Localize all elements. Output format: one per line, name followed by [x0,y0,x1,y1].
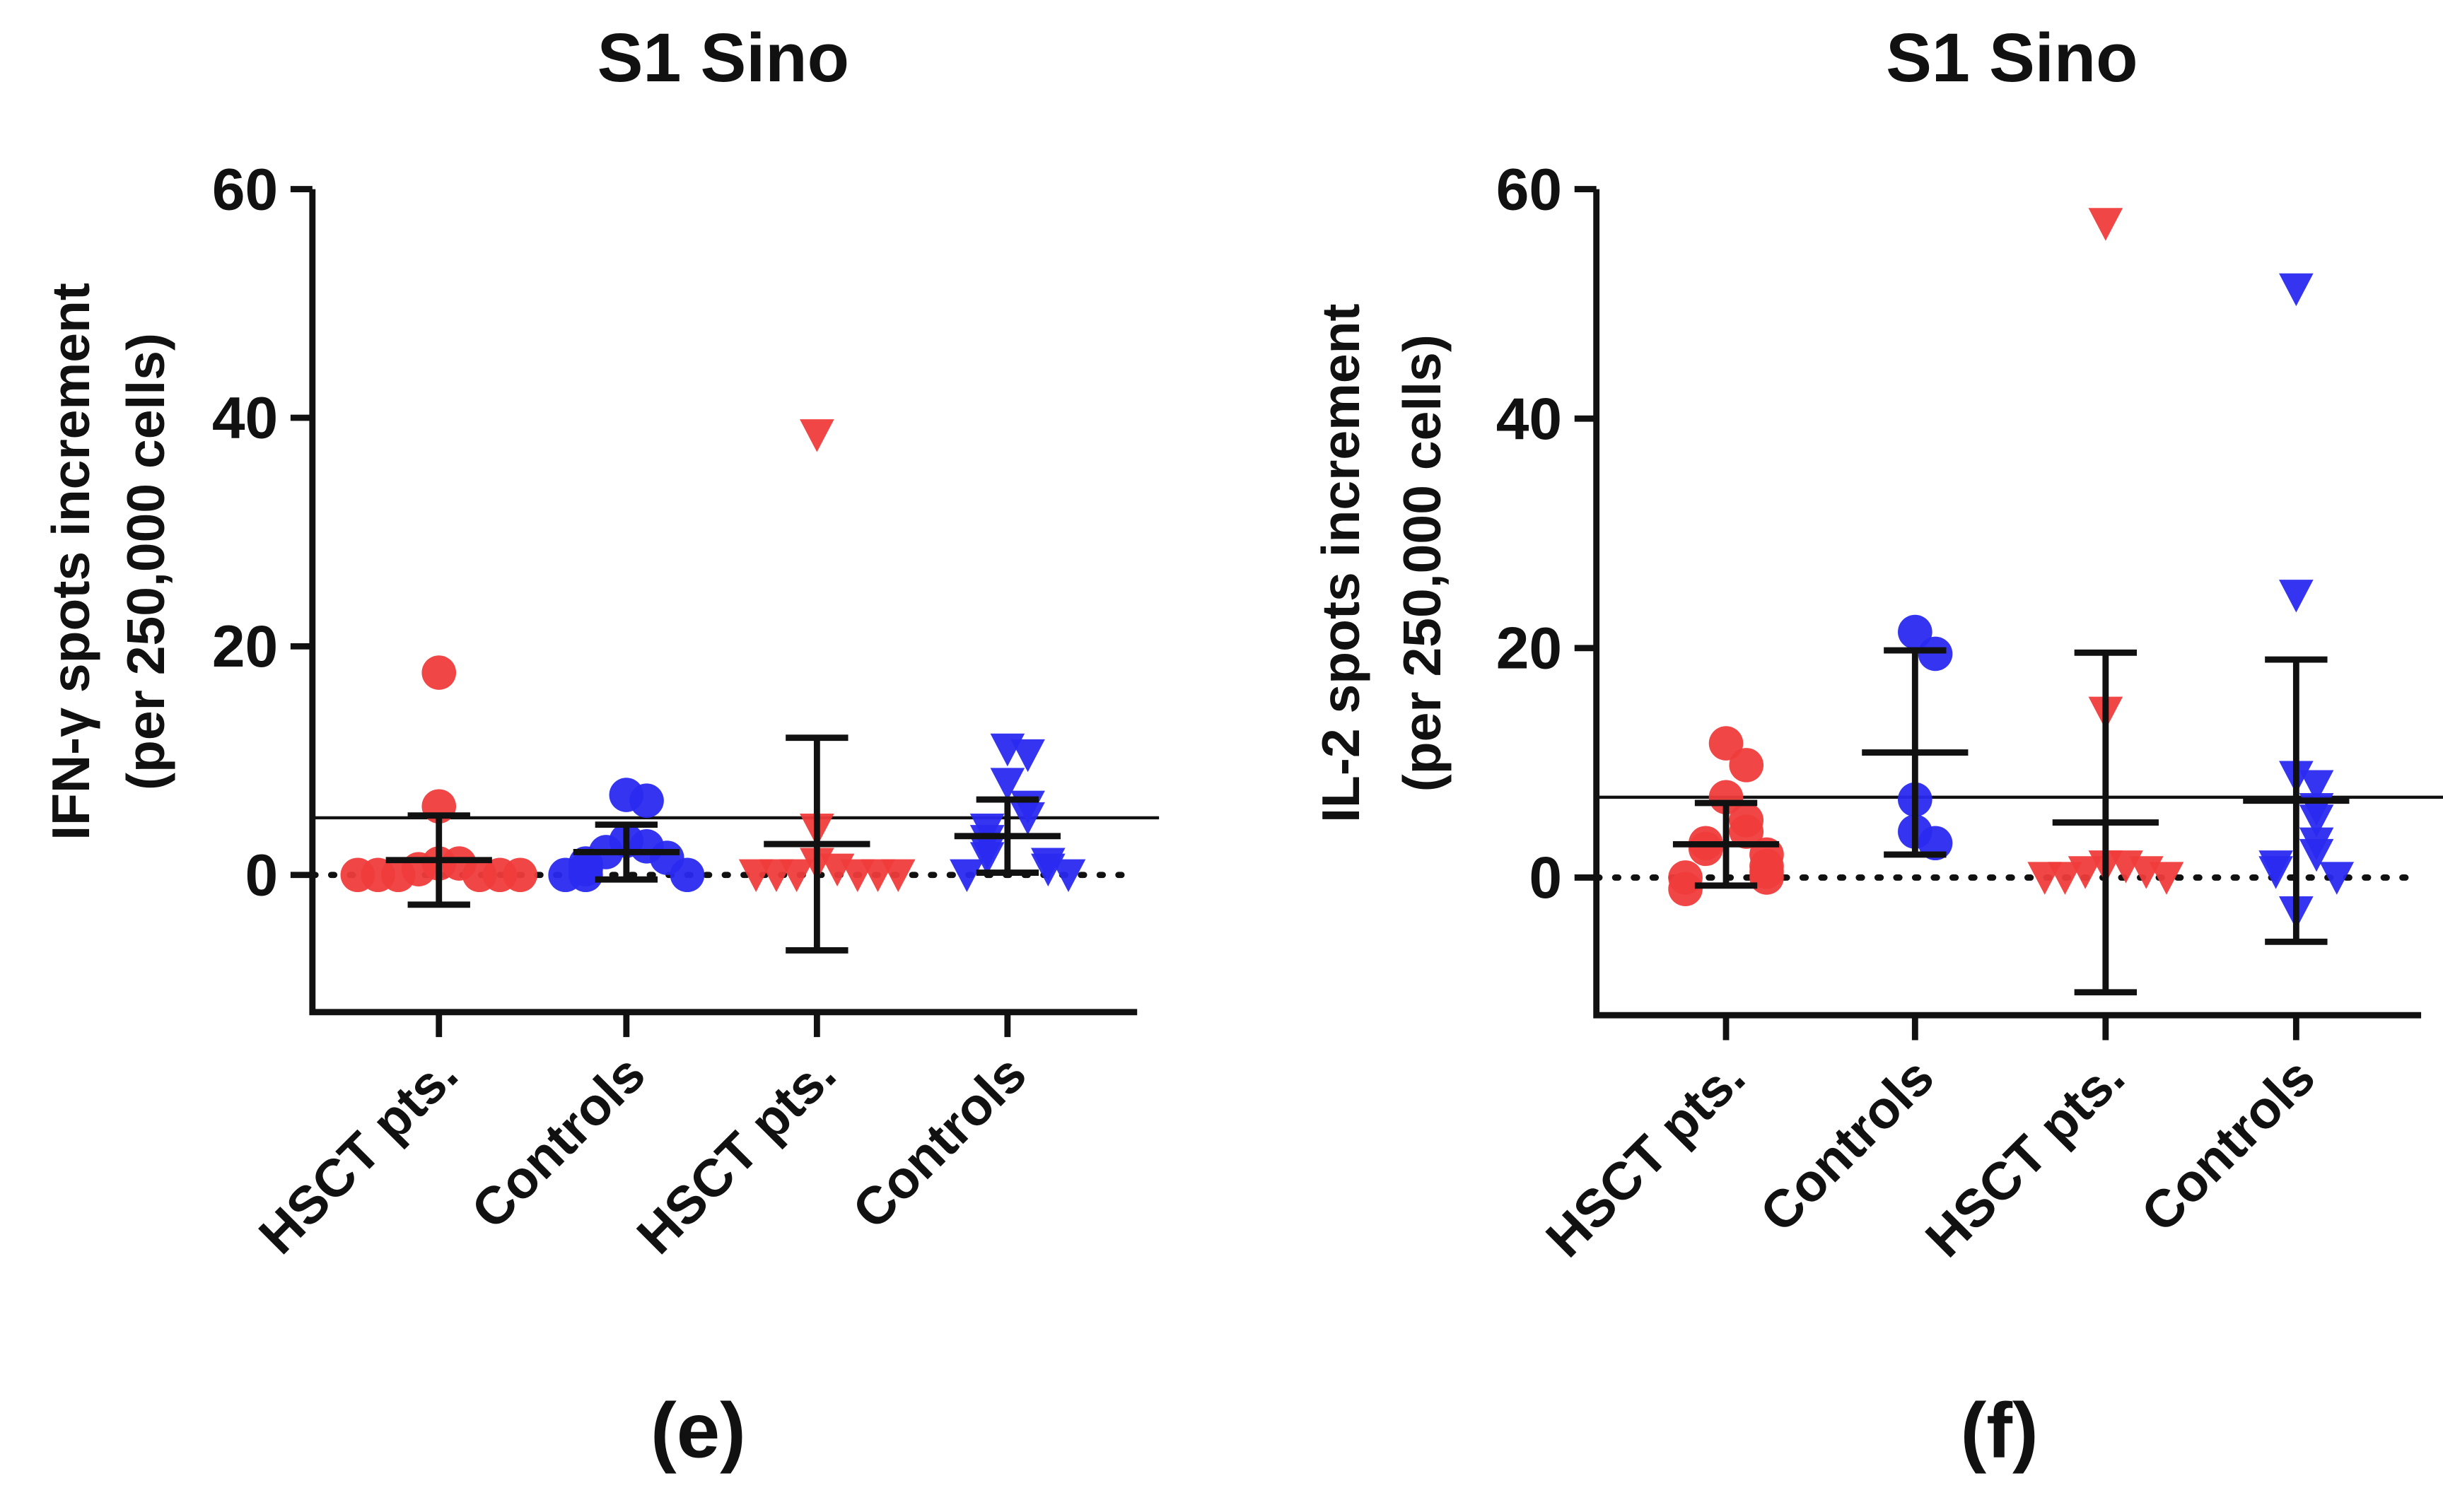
data-point [1729,814,1764,849]
data-point [340,857,375,893]
axes [309,189,1138,1016]
data-point [969,842,1005,875]
data-point [1051,859,1086,893]
data-point [880,859,916,893]
x-tick-label: HSCT pts. [1534,1047,1756,1268]
caption: (e) [651,1387,746,1474]
y-tick-label: 60 [1496,156,1562,222]
data-point [670,857,705,893]
x-tick-label: HSCT pts. [625,1043,846,1265]
data-point [2027,862,2062,895]
y-axis-label: IFN-γ spots increment [41,283,100,840]
chart-title: S1 Sino [1886,19,2138,96]
data-point [1729,748,1764,783]
y-tick-label: 60 [212,156,278,222]
y-tick-label: 0 [1529,844,1562,910]
data-point [1689,831,1723,867]
data-point [1668,872,1703,906]
data-point [950,859,984,893]
data-point [738,859,774,893]
data-point [421,655,457,690]
x-tick-label: HSCT pts. [247,1043,469,1265]
y-tick-label: 20 [212,613,278,679]
data-point [548,857,583,893]
y-tick-label: 40 [1496,385,1562,452]
data-point [2299,770,2334,803]
data-point [2149,862,2184,895]
x-tick-label: Controls [2130,1047,2326,1243]
y-axis-label: (per 250,000 cells) [116,333,175,790]
data-point [1708,726,1744,761]
data-point [629,783,664,818]
data-point [1918,636,1953,672]
data-point [2258,856,2293,889]
y-tick-label: 20 [1496,615,1562,681]
data-point [2088,208,2123,241]
data-point [800,419,834,452]
data-point [1010,739,1045,773]
data-point [1010,802,1045,836]
y-axis-label: IL-2 spots increment [1311,303,1370,822]
x-tick-label: HSCT pts. [1914,1047,2135,1268]
data-point [2299,804,2334,838]
data-point [503,857,537,893]
x-tick-label: Controls [460,1043,656,1240]
data-point [2319,862,2355,895]
data-point [1749,860,1784,895]
data-point [2279,273,2314,307]
data-point [1898,614,1932,650]
caption: (f) [1960,1387,2038,1474]
data-point [2279,580,2314,613]
x-tick-label: Controls [841,1043,1037,1240]
x-tick-label: Controls [1749,1047,1945,1243]
data-point [2299,838,2334,872]
y-tick-label: 0 [245,841,279,908]
data-point [990,768,1025,801]
axes [1593,189,2422,1019]
chart-title: S1 Sino [597,19,849,96]
y-tick-label: 40 [212,385,278,451]
y-axis-label: (per 250,000 cells) [1392,334,1452,792]
